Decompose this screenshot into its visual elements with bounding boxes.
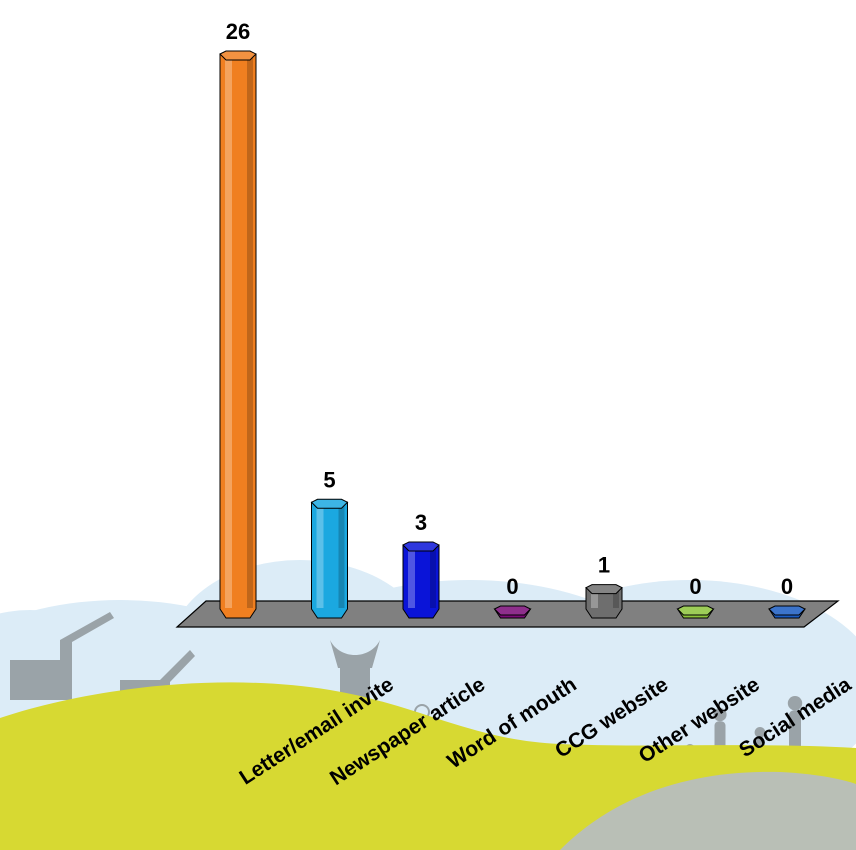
person-head-shape <box>754 727 766 738</box>
value-label: 0 <box>506 574 518 599</box>
value-label: 0 <box>781 574 793 599</box>
bar-4 <box>493 605 532 619</box>
bar-top-cap <box>585 584 623 595</box>
bar-shadow <box>430 547 436 608</box>
bar-top-cap <box>310 498 349 509</box>
bar-top-cap <box>768 605 806 616</box>
crane-shape <box>10 612 114 700</box>
bar-top-cap <box>402 541 440 552</box>
bar-top-cap <box>219 50 257 61</box>
bar-top-cap <box>493 605 532 616</box>
bar-5 <box>585 584 623 619</box>
value-label: 5 <box>323 467 335 492</box>
value-label: 26 <box>226 19 250 44</box>
bar-shadow <box>613 590 619 608</box>
person-head-shape <box>787 696 803 711</box>
bar-3 <box>402 541 440 619</box>
bar-highlight <box>591 590 598 608</box>
bar-shadow <box>338 505 345 608</box>
bar-highlight <box>225 57 232 608</box>
bar-6 <box>676 605 715 619</box>
value-labels-group: 26 5 3 0 1 0 0 <box>226 19 793 599</box>
person-head-shape <box>713 708 727 722</box>
value-label: 3 <box>415 510 427 535</box>
bar-1 <box>219 50 257 619</box>
value-label: 1 <box>598 553 610 578</box>
tower-top-shape <box>330 640 380 668</box>
bar-highlight <box>316 505 324 608</box>
bar-highlight <box>408 547 415 608</box>
bar-7 <box>768 605 806 619</box>
bar-top-cap <box>676 605 715 616</box>
bar-2 <box>310 498 349 619</box>
value-label: 0 <box>689 574 701 599</box>
bars-group <box>219 50 806 619</box>
background-illustration <box>0 560 856 850</box>
bar-shadow <box>247 57 253 608</box>
grey-mound <box>560 771 856 850</box>
